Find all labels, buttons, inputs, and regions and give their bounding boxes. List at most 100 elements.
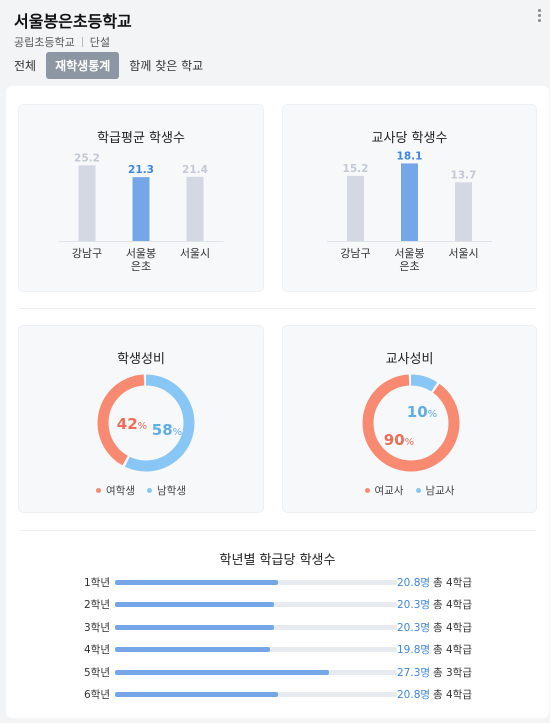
grade-bar-track <box>115 669 397 675</box>
grade-total-classes: 총 3학급 <box>433 666 472 679</box>
donut-slice <box>362 374 460 472</box>
school-subtitle: 공립초등학교 단설 <box>14 34 110 50</box>
grade-label: 3학년 <box>83 621 110 634</box>
section-divider <box>19 308 536 309</box>
donut-slice <box>362 374 460 472</box>
teacher-gender-donut: 90% 10% <box>362 374 460 472</box>
tab-bar: 전체 재학생통계 함께 찾은 학교 <box>8 52 213 79</box>
donut-slice <box>97 374 195 472</box>
teacher-ratio-title: 교사당 학생수 <box>371 131 448 146</box>
student-gender-legend: 여학생 남학생 <box>19 483 263 498</box>
donut-unit: % <box>173 427 183 438</box>
donut-value-label: 58% <box>152 421 182 439</box>
donut-unit: % <box>405 437 415 448</box>
donut-value-label: 42% <box>117 415 147 433</box>
grade-row: 6학년 20.8명 총 4학급 <box>6 687 549 701</box>
grade-total-classes: 총 4학급 <box>433 621 472 634</box>
legend-dot-female <box>96 488 102 493</box>
grade-bar <box>115 580 278 585</box>
grade-label: 6학년 <box>83 689 110 701</box>
teacher-ratio-chart: 15.2 강남구 18.1 서울봉은초 13.7 서울시 <box>327 150 492 273</box>
more-options-icon[interactable] <box>536 9 542 25</box>
teacher-gender-title: 교사성비 <box>385 352 434 367</box>
donut-value-label: 10% <box>407 403 437 421</box>
grade-value: 20.3명 <box>397 621 431 634</box>
bar-category-label: 강남구 <box>340 247 370 260</box>
teacher-ratio-card: 교사당 학생수 15.2 강남구 18.1 서울봉 은초 13.7 서울시 <box>283 105 536 291</box>
grade-bar-track <box>115 647 397 653</box>
grade-total-classes: 총 4학급 <box>433 577 472 589</box>
legend-label: 여교사 <box>374 485 404 497</box>
student-gender-title: 학생성비 <box>117 352 165 367</box>
grade-bar <box>115 692 278 697</box>
stats-panel: 학급평균 학생수 25.2 강남구 21.3 서울봉 은초 21.4 서울시 교사당 학생수… <box>6 86 549 718</box>
bar-category-label: 강남구 <box>72 247 102 260</box>
class-avg-card: 학급평균 학생수 25.2 강남구 21.3 서울봉 은초 21.4 서울시 <box>19 105 263 291</box>
tab-student-stats[interactable]: 재학생통계 <box>46 52 120 79</box>
grade-row: 2학년 20.3명 총 4학급 <box>6 597 549 611</box>
donut-slice <box>97 374 195 472</box>
subtitle-divider <box>81 37 83 47</box>
legend-label: 여학생 <box>106 485 135 497</box>
bar <box>78 165 96 241</box>
donut-value-label: 90% <box>384 431 414 449</box>
grade-value: 20.8명 <box>397 577 431 589</box>
legend-dot-male <box>415 488 421 493</box>
grade-total-classes: 총 4학급 <box>433 689 472 701</box>
bar-category-label: 서울봉 <box>126 247 156 260</box>
bar <box>347 175 364 241</box>
grade-bar-track <box>115 580 397 585</box>
bar-value-label: 21.4 <box>182 164 208 176</box>
section-divider <box>19 530 536 531</box>
class-avg-chart: 25.2 강남구 21.3 서울봉은초 21.4 서울시 <box>58 152 224 273</box>
grade-value: 27.3명 <box>397 666 431 679</box>
bar-category-label: 은초 <box>399 260 419 273</box>
grade-row: 1학년 20.8명 총 4학급 <box>6 575 549 589</box>
grade-value: 20.8명 <box>397 689 431 701</box>
class-avg-title: 학급평균 학생수 <box>97 131 185 146</box>
teacher-gender-card: 교사성비 90% 10% 여교사 남교사 <box>283 326 536 512</box>
grade-chart-title: 학년별 학급당 학생수 <box>219 553 336 568</box>
bar <box>186 176 204 241</box>
grade-label: 2학년 <box>83 599 110 612</box>
bar-category-label: 서울시 <box>180 247 210 260</box>
legend-item-female-teacher: 여교사 <box>364 483 404 498</box>
grade-row: 5학년 27.3명 총 3학급 <box>6 665 549 679</box>
grade-bar <box>115 624 275 630</box>
grade-bar <box>115 647 271 653</box>
grade-label: 4학년 <box>83 644 110 657</box>
grade-label: 1학년 <box>83 577 110 589</box>
grade-bar <box>115 602 275 608</box>
student-gender-card: 학생성비 42% 58% 여학생 남학생 <box>19 326 263 512</box>
grade-bar-track <box>115 692 397 697</box>
legend-item-female-student: 여학생 <box>96 483 135 498</box>
donut-unit: % <box>428 409 438 420</box>
school-name: 서울봉은초등학교 <box>14 12 132 31</box>
bar-category-label: 서울봉 <box>394 247 424 260</box>
bar-value-label: 25.2 <box>74 152 100 164</box>
bar-category-label: 은초 <box>131 260 151 273</box>
bar-value-label: 13.7 <box>451 169 477 181</box>
tab-related-schools[interactable]: 함께 찾은 학교 <box>129 59 204 73</box>
donut-unit: % <box>138 421 148 432</box>
grade-bar <box>115 669 329 675</box>
bar-value-label: 18.1 <box>397 150 423 162</box>
grade-value: 19.8명 <box>397 644 431 657</box>
bar <box>401 163 418 241</box>
grade-row: 4학년 19.8명 총 4학급 <box>6 642 549 656</box>
grade-row: 3학년 20.3명 총 4학급 <box>6 620 549 634</box>
tab-all[interactable]: 전체 <box>14 59 37 73</box>
legend-label: 남교사 <box>425 485 455 497</box>
bar-value-label: 15.2 <box>343 163 369 175</box>
grade-label: 5학년 <box>83 666 110 679</box>
grade-bar-track <box>115 624 397 630</box>
bar-category-label: 서울시 <box>448 247 478 260</box>
legend-dot-female <box>364 488 370 493</box>
school-session: 단설 <box>89 36 110 49</box>
school-type: 공립초등학교 <box>14 36 75 49</box>
student-gender-donut: 42% 58% <box>97 374 195 472</box>
legend-item-male-student: 남학생 <box>147 483 186 498</box>
grade-total-classes: 총 4학급 <box>433 644 472 657</box>
grade-total-classes: 총 4학급 <box>433 599 472 612</box>
bar <box>455 182 472 241</box>
